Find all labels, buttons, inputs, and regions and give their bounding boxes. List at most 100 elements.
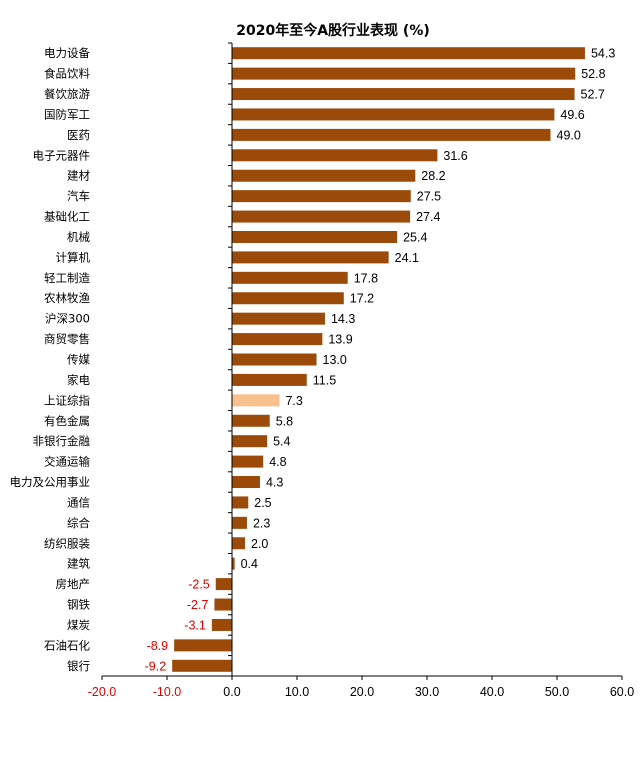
x-tick-label: 40.0 [480, 685, 504, 699]
data-label: 27.4 [416, 210, 440, 224]
data-label: 31.6 [443, 149, 467, 163]
bar [214, 598, 232, 611]
x-tick-label: 10.0 [285, 685, 309, 699]
category-label: 煤炭 [67, 618, 90, 632]
category-label: 家电 [67, 373, 90, 387]
bar [232, 333, 323, 346]
category-label: 综合 [67, 516, 90, 530]
category-label: 交通运输 [44, 455, 90, 469]
category-label: 电力及公用事业 [10, 475, 91, 489]
bar [232, 476, 260, 489]
data-label: 11.5 [313, 373, 336, 387]
bar [172, 659, 232, 672]
data-label: 2.0 [251, 537, 268, 551]
category-label: 上证综指 [44, 393, 90, 407]
category-label: 建材 [67, 169, 90, 183]
x-tick-label: -20.0 [88, 685, 117, 699]
x-tick-label: -10.0 [153, 685, 182, 699]
data-label: 17.2 [350, 292, 374, 306]
data-label: 25.4 [403, 230, 427, 244]
data-label: 0.4 [241, 557, 258, 571]
bar [232, 516, 247, 529]
category-label: 汽车 [67, 189, 90, 203]
bar [232, 414, 270, 427]
x-tick-label: 60.0 [610, 685, 634, 699]
bar [232, 128, 551, 141]
category-label: 有色金属 [44, 414, 90, 428]
bar [232, 435, 268, 448]
data-label: 49.6 [560, 108, 584, 122]
category-label: 基础化工 [44, 210, 90, 224]
data-label: 7.3 [285, 394, 302, 408]
data-label: 28.2 [421, 169, 445, 183]
category-label: 商贸零售 [44, 332, 90, 346]
bar [232, 169, 416, 182]
data-label: 4.8 [269, 455, 286, 469]
category-label: 传媒 [67, 353, 90, 367]
bars-layer [172, 47, 585, 672]
data-label: 27.5 [417, 190, 441, 204]
bar [232, 496, 249, 509]
data-label: 49.0 [557, 128, 581, 142]
x-tick-label: 50.0 [545, 685, 569, 699]
data-label: -9.2 [145, 659, 167, 673]
data-label: 13.0 [323, 353, 347, 367]
bar [232, 353, 317, 366]
category-label: 通信 [67, 495, 90, 509]
data-label: -8.9 [147, 639, 169, 653]
chart-title: 2020年至今A股行业表现 (%) [236, 22, 430, 39]
bar [174, 639, 232, 652]
data-label: -2.5 [188, 578, 210, 592]
category-label: 农林牧渔 [44, 291, 90, 305]
data-label: 17.8 [354, 271, 378, 285]
category-label: 食品饮料 [44, 67, 90, 81]
bar [232, 455, 264, 468]
bar [232, 271, 348, 284]
x-tick-label: 20.0 [350, 685, 374, 699]
bar [232, 149, 438, 162]
bar [232, 537, 245, 550]
bar [211, 618, 232, 631]
category-label: 机械 [67, 230, 90, 244]
bar [232, 67, 576, 80]
data-label: -3.1 [184, 618, 206, 632]
category-label: 房地产 [56, 577, 91, 591]
category-label: 医药 [67, 128, 90, 142]
category-label: 计算机 [56, 250, 91, 264]
data-label: 2.5 [254, 496, 271, 510]
category-label: 建筑 [67, 557, 90, 571]
category-label: 国防军工 [44, 107, 90, 121]
data-label: 24.1 [395, 251, 419, 265]
bar [232, 292, 344, 305]
bar [232, 312, 325, 325]
category-label: 电子元器件 [33, 148, 91, 162]
bar [232, 88, 575, 101]
data-label: 54.3 [591, 47, 615, 61]
category-label: 银行 [67, 659, 90, 673]
data-label: 52.7 [581, 88, 605, 102]
category-label: 石油石化 [44, 638, 90, 652]
data-label: 4.3 [266, 476, 283, 490]
bar [232, 394, 280, 407]
data-label: 5.8 [276, 414, 293, 428]
category-label: 沪深300 [45, 312, 90, 326]
bar [232, 230, 398, 243]
x-tick-label: 30.0 [415, 685, 439, 699]
category-label: 电力设备 [44, 46, 90, 60]
data-label: -2.7 [187, 598, 209, 612]
bar [232, 47, 585, 60]
data-label: 14.3 [331, 312, 355, 326]
bar [232, 373, 307, 386]
data-label: 2.3 [253, 516, 270, 530]
data-label: 13.9 [328, 333, 352, 347]
category-label: 轻工制造 [44, 271, 90, 285]
bar [232, 557, 235, 570]
category-label: 纺织服装 [44, 536, 90, 550]
bar [232, 190, 411, 203]
category-label: 非银行金融 [33, 434, 91, 448]
bar [215, 578, 232, 591]
bar [232, 210, 411, 223]
category-label: 餐饮旅游 [44, 87, 90, 101]
